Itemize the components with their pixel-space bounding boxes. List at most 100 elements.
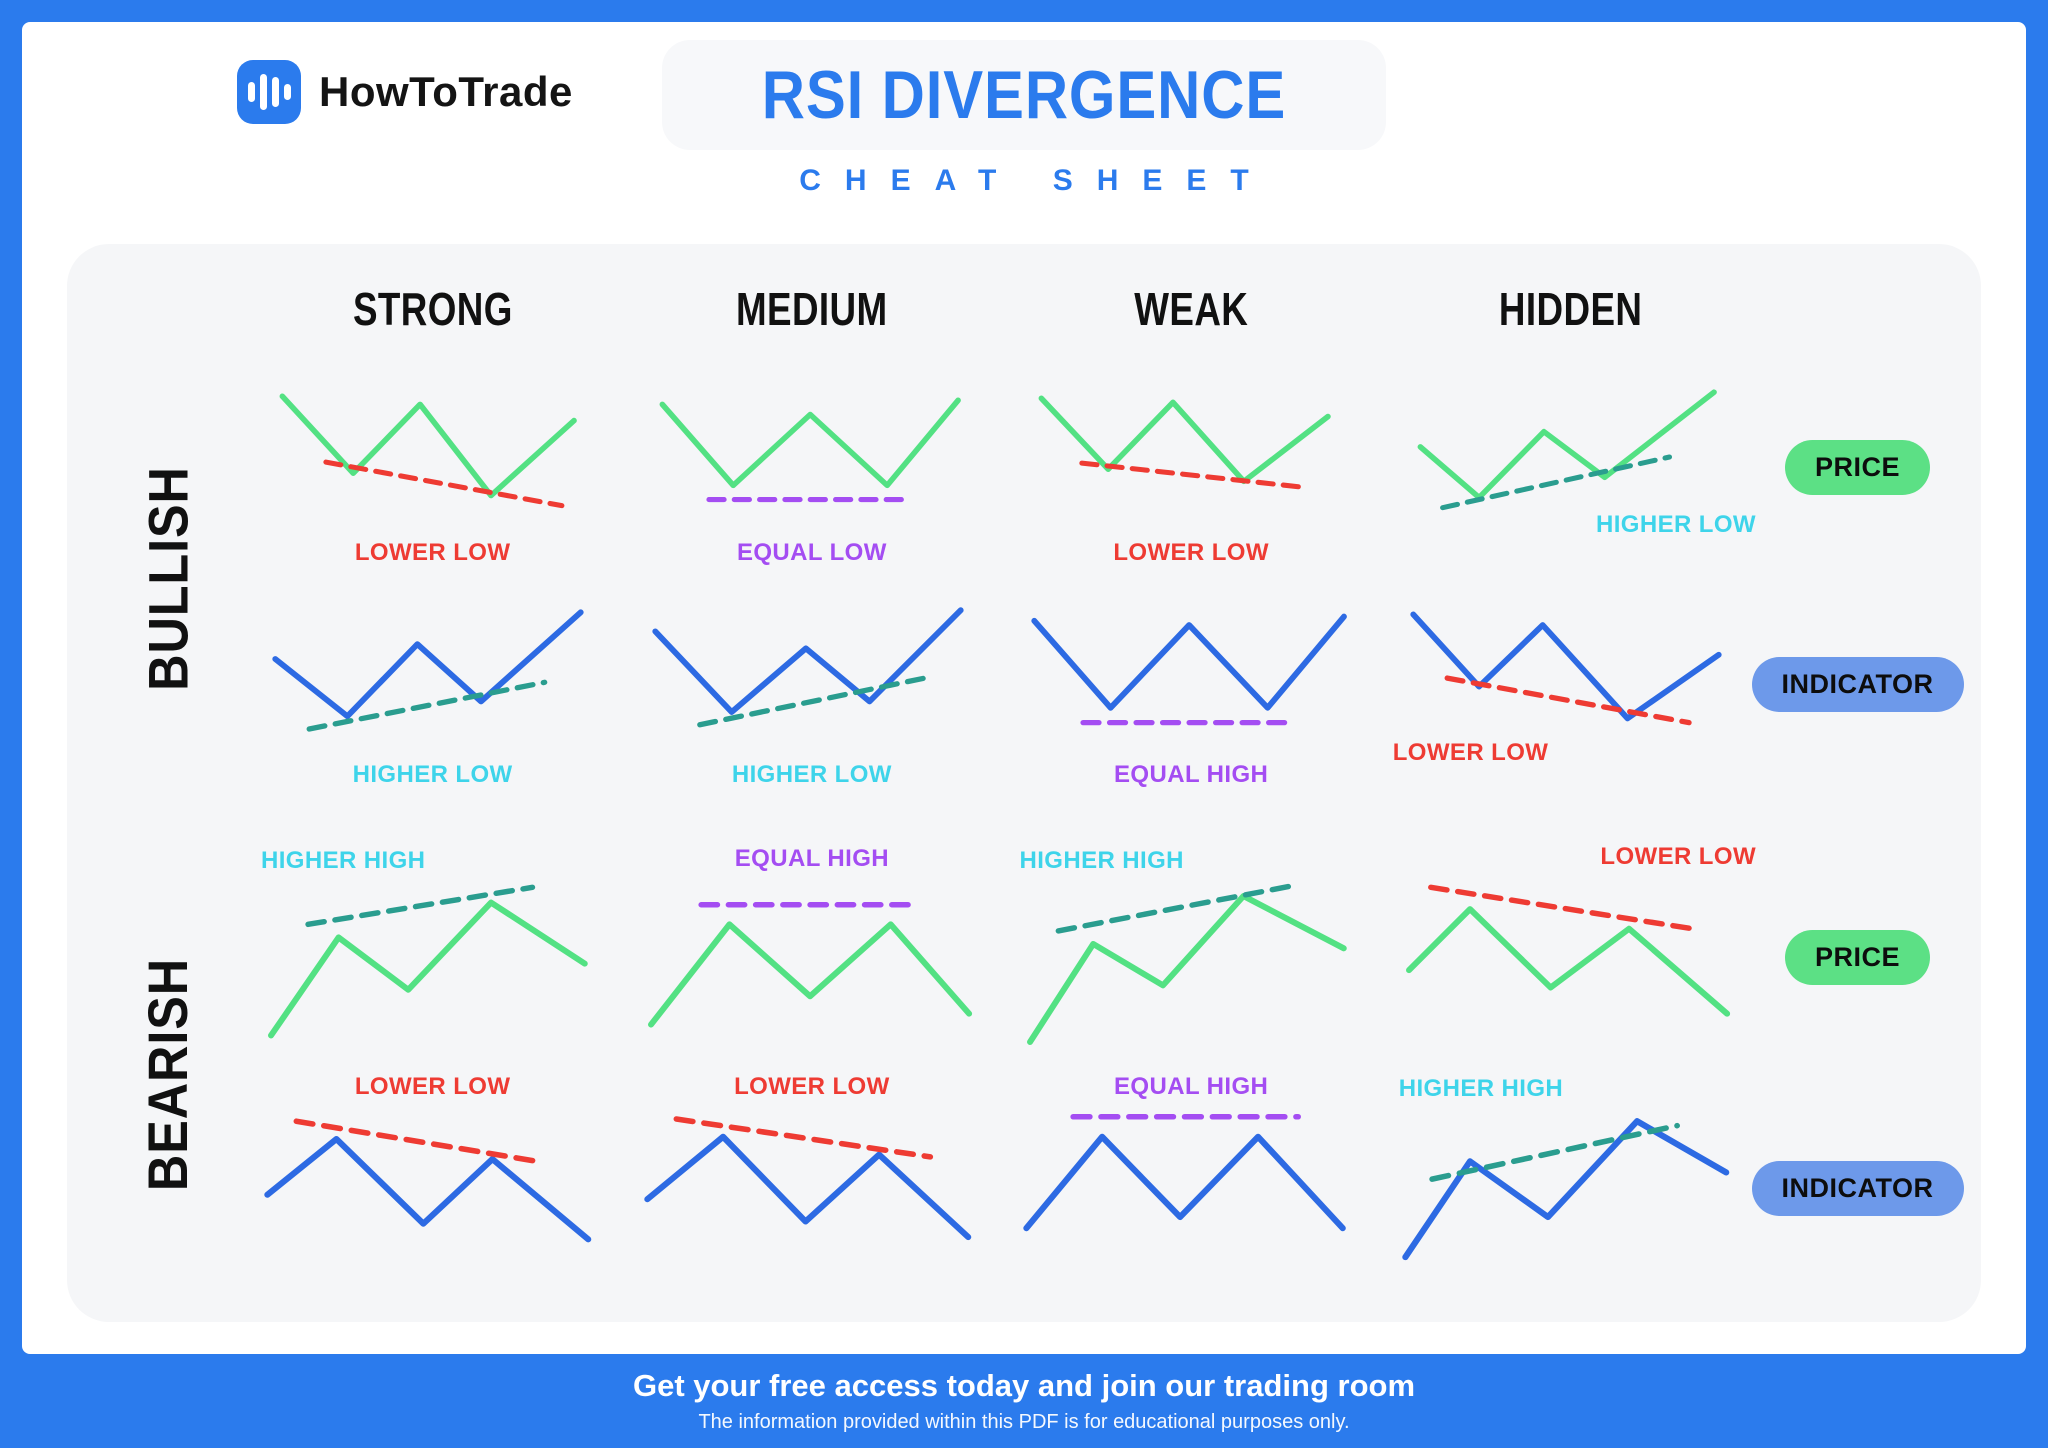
indicator-line xyxy=(264,1136,592,1243)
indicator-line xyxy=(1031,613,1347,711)
chart-bearish-medium-indicator: LOWER LOW xyxy=(622,1071,1001,1306)
side-badge-cell: PRICE xyxy=(1760,361,1955,573)
zigzag-chart xyxy=(1406,884,1731,1017)
zigzag-chart xyxy=(264,1118,592,1243)
divergence-label: HIGHER LOW xyxy=(731,761,892,788)
column-header-medium: MEDIUM xyxy=(622,256,1001,361)
zigzag-chart xyxy=(1023,1114,1346,1232)
row-label-bearish: BEARISH xyxy=(93,843,243,1306)
zigzag-chart xyxy=(651,606,964,727)
side-badge-cell: INDICATOR xyxy=(1751,573,1964,795)
price-line xyxy=(268,899,589,1039)
zigzag-chart xyxy=(268,884,589,1039)
trendline-dashed xyxy=(1428,884,1696,932)
trendline-dashed xyxy=(696,674,927,727)
logo-bar xyxy=(247,82,255,102)
price-line xyxy=(659,397,961,489)
bar-chart-icon xyxy=(237,60,301,124)
indicator-line xyxy=(272,608,585,719)
trendline-dashed xyxy=(306,679,548,732)
chart-bullish-hidden-indicator: LOWER LOW xyxy=(1381,573,1760,795)
indicator-badge-bullish: INDICATOR xyxy=(1751,656,1964,712)
logo-bar xyxy=(259,74,267,110)
trendline-dashed xyxy=(1079,460,1308,490)
price-line xyxy=(1417,389,1717,501)
zigzag-chart xyxy=(279,393,578,509)
divergence-label: EQUAL LOW xyxy=(736,539,887,566)
trendline-dashed xyxy=(1055,882,1299,934)
indicator-line xyxy=(1410,611,1722,721)
divergence-label: LOWER LOW xyxy=(354,1073,511,1100)
divergence-label: LOWER LOW xyxy=(1113,539,1269,566)
trendline-dashed xyxy=(323,459,565,509)
page-subtitle: CHEAT SHEET xyxy=(799,164,1273,197)
indicator-line xyxy=(643,1134,971,1241)
divergence-label: LOWER LOW xyxy=(1392,739,1549,766)
column-header-weak: WEAK xyxy=(1002,256,1381,361)
trendline-dashed xyxy=(305,884,536,928)
chart-bullish-strong-price: LOWER LOW xyxy=(243,361,622,573)
chart-bearish-strong-price: HIGHER HIGH xyxy=(243,843,622,1071)
trendline-dashed xyxy=(1440,454,1673,511)
chart-bearish-medium-price: EQUAL HIGH xyxy=(622,843,1001,1071)
divergence-label: HIGHER LOW xyxy=(352,761,513,788)
column-header-label: HIDDEN xyxy=(1498,282,1643,335)
footer-cta: Get your free access today and join our … xyxy=(632,1368,1416,1403)
price-line xyxy=(1026,892,1347,1045)
sheet: HowToTrade RSI DIVERGENCE CHEAT SHEET ST… xyxy=(22,22,2026,1354)
zigzag-chart xyxy=(659,397,961,502)
price-badge-bearish: PRICE xyxy=(1784,929,1931,985)
price-line xyxy=(1038,395,1331,484)
chart-bullish-medium-indicator: HIGHER LOW xyxy=(622,573,1001,795)
footer-disclaimer: The information provided within this PDF… xyxy=(698,1411,1350,1433)
brand-logo: HowToTrade xyxy=(237,60,573,124)
trendline-dashed xyxy=(1444,674,1692,725)
divergence-label: EQUAL HIGH xyxy=(1114,1073,1269,1100)
divergence-label: LOWER LOW xyxy=(734,1073,890,1100)
chart-bearish-strong-indicator: LOWER LOW xyxy=(243,1071,622,1306)
title-area: RSI DIVERGENCE CHEAT SHEET xyxy=(644,22,1404,198)
row-label-bullish: BULLISH xyxy=(93,361,243,795)
zigzag-chart xyxy=(647,901,972,1028)
side-badge-cell: PRICE xyxy=(1760,843,1955,1071)
zigzag-chart xyxy=(272,608,585,732)
column-header-label: WEAK xyxy=(1134,282,1249,335)
zigzag-chart xyxy=(643,1116,971,1241)
logo-bar xyxy=(271,77,279,107)
trendline-dashed xyxy=(293,1118,541,1165)
divergence-label: HIGHER HIGH xyxy=(261,847,426,874)
price-line xyxy=(647,921,972,1028)
footer: Get your free access today and join our … xyxy=(0,1354,2048,1448)
zigzag-chart xyxy=(1031,613,1347,725)
zigzag-chart xyxy=(1417,389,1717,511)
indicator-badge-bearish: INDICATOR xyxy=(1751,1161,1964,1216)
row-label-text: BULLISH xyxy=(136,465,200,691)
chart-bullish-hidden-price: HIGHER LOW xyxy=(1381,361,1760,573)
trendline-dashed xyxy=(1429,1123,1681,1183)
header: HowToTrade RSI DIVERGENCE CHEAT SHEET xyxy=(22,22,2026,222)
price-badge-bullish: PRICE xyxy=(1784,439,1931,495)
title-banner: RSI DIVERGENCE xyxy=(662,40,1386,150)
column-header-hidden: HIDDEN xyxy=(1381,256,1760,361)
brand-name: HowToTrade xyxy=(319,68,573,115)
trendline-dashed xyxy=(673,1116,933,1161)
chart-bearish-weak-indicator: EQUAL HIGH xyxy=(1002,1071,1381,1306)
divergence-label: LOWER LOW xyxy=(1600,843,1756,870)
price-line xyxy=(279,393,578,499)
chart-bullish-strong-indicator: HIGHER LOW xyxy=(243,573,622,795)
indicator-line xyxy=(1402,1118,1730,1261)
divergence-label: HIGHER HIGH xyxy=(1398,1075,1564,1102)
cheat-sheet-grid: STRONG MEDIUM WEAK HIDDEN BULLISH BEARIS… xyxy=(67,244,1981,1322)
divergence-label: HIGHER LOW xyxy=(1596,511,1756,538)
zigzag-chart xyxy=(1402,1118,1730,1261)
chart-bullish-medium-price: EQUAL LOW xyxy=(622,361,1001,573)
page-title: RSI DIVERGENCE xyxy=(761,57,1287,133)
divergence-label: EQUAL HIGH xyxy=(1114,761,1269,788)
chart-bullish-weak-price: LOWER LOW xyxy=(1002,361,1381,573)
zigzag-chart xyxy=(1410,611,1722,725)
zigzag-chart xyxy=(1026,882,1347,1045)
column-header-label: STRONG xyxy=(352,282,513,335)
chart-bearish-weak-price: HIGHER HIGH xyxy=(1002,843,1381,1071)
logo-bar xyxy=(283,84,291,100)
column-header-strong: STRONG xyxy=(243,256,622,361)
